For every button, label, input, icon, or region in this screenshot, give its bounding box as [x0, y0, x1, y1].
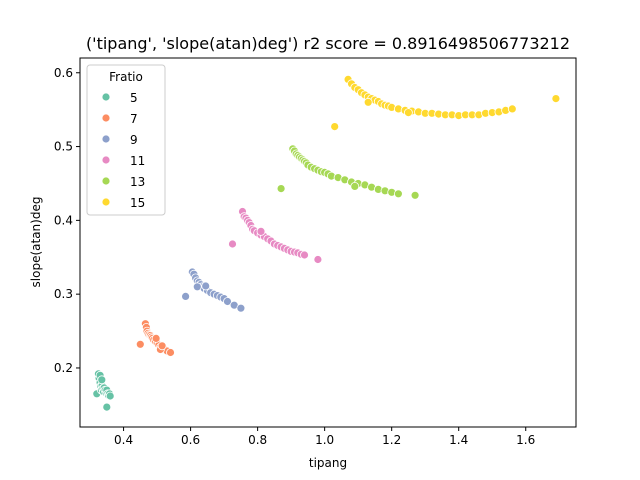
legend-label: 9	[130, 133, 138, 147]
data-point	[105, 391, 115, 401]
points-layer	[92, 75, 561, 412]
x-tick-label: 1.0	[315, 433, 334, 447]
legend-label: 13	[130, 175, 145, 189]
data-point	[102, 402, 112, 412]
data-point	[192, 282, 202, 292]
y-axis-label: slope(atan)deg	[29, 197, 43, 288]
data-point	[507, 104, 517, 114]
x-axis-label: tipang	[309, 456, 347, 470]
data-point	[236, 303, 246, 313]
legend-marker	[101, 134, 111, 144]
x-tick-label: 0.4	[114, 433, 133, 447]
data-point	[410, 190, 420, 200]
data-point	[228, 239, 237, 249]
legend-marker	[101, 113, 111, 123]
chart-title: ('tipang', 'slope(atan)deg') r2 score = …	[86, 34, 570, 53]
data-point	[363, 97, 373, 107]
legend-frame	[86, 64, 166, 216]
legend-label: 15	[130, 196, 145, 210]
x-axis: 0.4 0.6 0.8 1.0 1.2 1.4 1.6	[114, 427, 535, 447]
legend-label: 7	[130, 112, 138, 126]
x-tick-label: 1.6	[516, 433, 535, 447]
data-point	[201, 281, 211, 291]
y-tick-label: 0.3	[54, 287, 73, 301]
data-point	[135, 339, 145, 349]
legend-marker	[101, 176, 111, 186]
legend: Fratio 5 7 9 11 13 15	[86, 64, 166, 216]
data-point	[393, 189, 403, 199]
y-tick-label: 0.5	[54, 140, 73, 154]
data-point	[403, 108, 413, 117]
data-point	[157, 341, 167, 351]
plot-frame	[79, 57, 577, 428]
y-tick-label: 0.6	[54, 66, 73, 80]
data-point	[151, 333, 161, 343]
legend-label: 5	[130, 91, 138, 105]
data-point	[330, 122, 340, 131]
legend-marker	[101, 155, 111, 165]
y-tick-label: 0.4	[54, 213, 73, 227]
legend-title: Fratio	[109, 70, 143, 84]
x-tick-label: 1.2	[382, 433, 401, 447]
data-point	[300, 250, 309, 260]
data-point	[350, 181, 360, 191]
data-point	[256, 226, 266, 236]
y-tick-label: 0.2	[54, 361, 73, 375]
data-point	[97, 375, 107, 385]
legend-items: 5 7 9 11 13 15	[101, 91, 145, 210]
x-tick-label: 0.8	[248, 433, 267, 447]
y-axis: 0.2 0.3 0.4 0.5 0.6	[54, 66, 80, 375]
data-point	[181, 291, 191, 301]
legend-marker	[101, 197, 111, 207]
legend-label: 11	[130, 154, 145, 168]
data-point	[276, 184, 286, 194]
data-point	[166, 348, 175, 357]
data-point	[313, 255, 323, 264]
x-tick-label: 0.6	[181, 433, 200, 447]
data-point	[223, 297, 232, 306]
x-tick-label: 1.4	[449, 433, 468, 447]
legend-marker	[101, 92, 111, 102]
data-point	[551, 94, 561, 103]
